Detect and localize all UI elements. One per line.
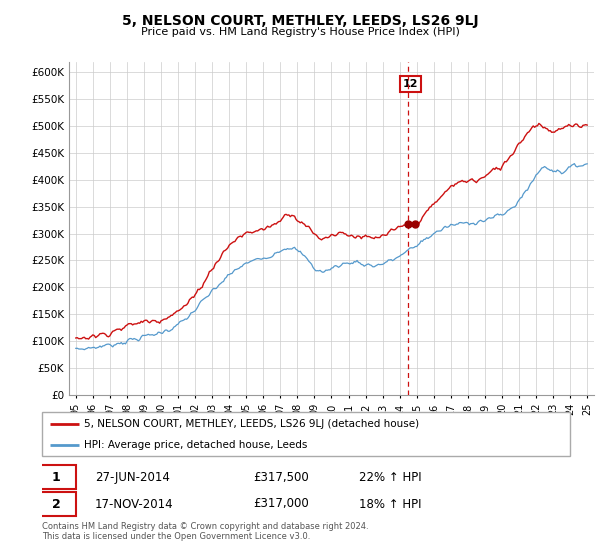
Text: Contains HM Land Registry data © Crown copyright and database right 2024.
This d: Contains HM Land Registry data © Crown c… <box>42 522 368 542</box>
Text: 17-NOV-2014: 17-NOV-2014 <box>95 497 173 511</box>
Text: 18% ↑ HPI: 18% ↑ HPI <box>359 497 421 511</box>
FancyBboxPatch shape <box>37 492 76 516</box>
Text: 5, NELSON COURT, METHLEY, LEEDS, LS26 9LJ: 5, NELSON COURT, METHLEY, LEEDS, LS26 9L… <box>122 14 478 28</box>
Text: HPI: Average price, detached house, Leeds: HPI: Average price, detached house, Leed… <box>84 440 308 450</box>
Text: 5, NELSON COURT, METHLEY, LEEDS, LS26 9LJ (detached house): 5, NELSON COURT, METHLEY, LEEDS, LS26 9L… <box>84 419 419 429</box>
Text: £317,500: £317,500 <box>253 470 309 484</box>
FancyBboxPatch shape <box>37 465 76 489</box>
Text: 27-JUN-2014: 27-JUN-2014 <box>95 470 170 484</box>
Text: £317,000: £317,000 <box>253 497 309 511</box>
Text: 22% ↑ HPI: 22% ↑ HPI <box>359 470 421 484</box>
FancyBboxPatch shape <box>42 412 570 456</box>
Text: Price paid vs. HM Land Registry's House Price Index (HPI): Price paid vs. HM Land Registry's House … <box>140 27 460 37</box>
Text: 2: 2 <box>52 497 61 511</box>
Text: 12: 12 <box>403 79 419 89</box>
Text: 1: 1 <box>52 470 61 484</box>
